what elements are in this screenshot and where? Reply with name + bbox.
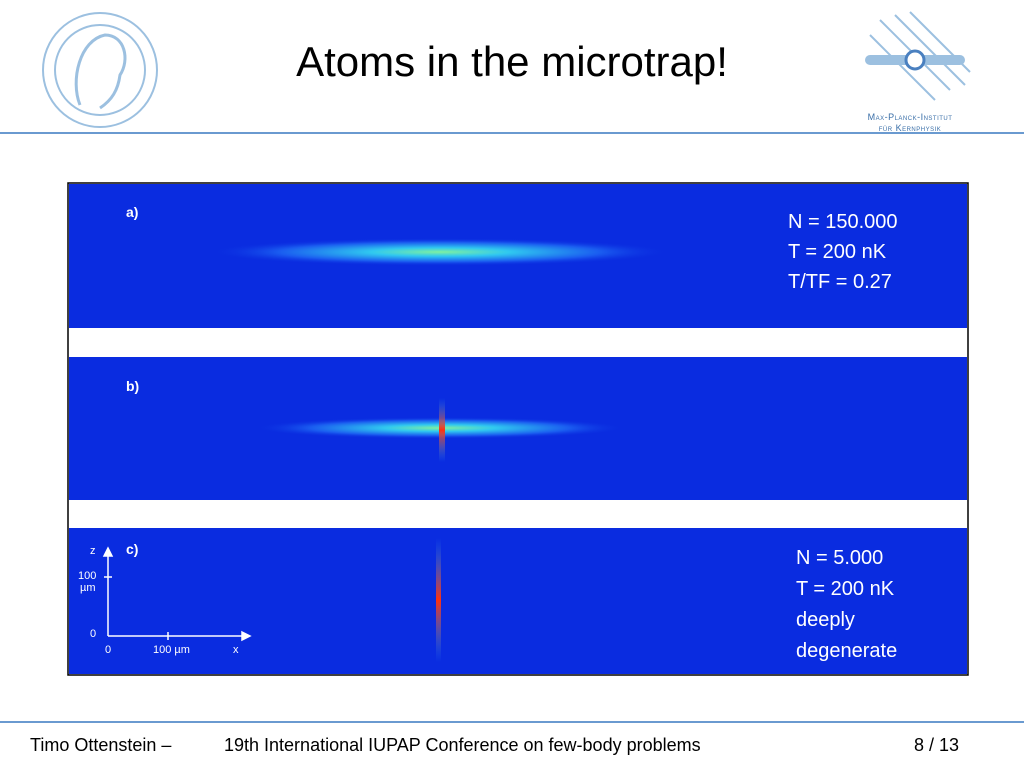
axis-label: 0 [90,628,97,640]
annotation-line: N = 5.000 [796,547,884,569]
annotation-line: N = 150.000 [788,211,898,233]
annotation: N = 150.000 T = 200 nK T/TF = 0.27 [788,207,898,297]
axis-label: 100 µm [153,644,190,656]
annotation-line: T = 200 nK [788,241,887,263]
mpik-logo [865,11,971,101]
footer-author: Timo Ottenstein – [30,735,172,755]
panel-label: a) [126,204,139,220]
annotation-line: deeply [796,609,855,631]
institute-name: für Kernphysik [878,123,942,133]
axis-name: x [233,644,239,656]
axis-name: z [90,545,96,557]
panel-label: b) [126,378,140,394]
axis-label: 0 [105,644,112,656]
footer-event: 19th International IUPAP Conference on f… [224,735,701,755]
annotation-line: T/TF = 0.27 [788,271,892,293]
mpg-logo [42,12,158,128]
annotation-line: T = 200 nK [796,578,895,600]
axis-label: µm [80,582,96,594]
annotation-line: degenerate [796,640,898,662]
image [67,182,969,676]
institute-name: Max-Planck-Institut [867,112,953,122]
panel-label: c) [126,541,139,557]
annotation: N = 5.000 T = 200 nK deeply degenerate [796,543,897,667]
page-number: 8 / 13 [914,735,960,755]
axis-label: 100 [78,570,97,582]
slide-title: Atoms in the microtrap! [296,38,728,85]
